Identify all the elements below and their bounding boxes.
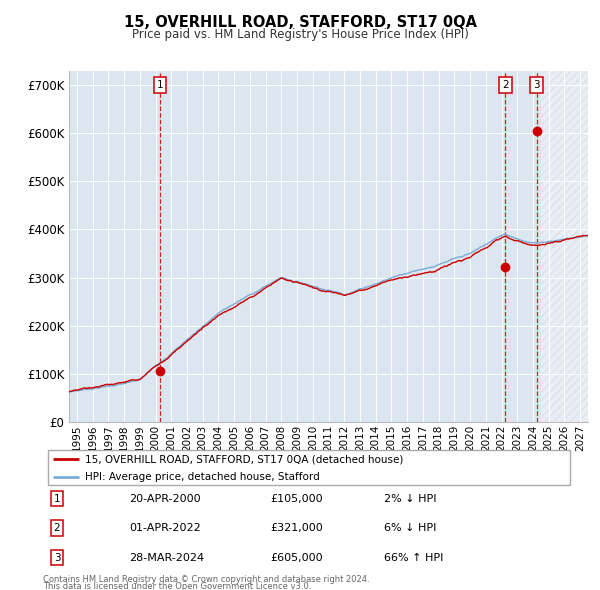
Text: 01-APR-2022: 01-APR-2022 — [129, 523, 201, 533]
Text: 15, OVERHILL ROAD, STAFFORD, ST17 0QA: 15, OVERHILL ROAD, STAFFORD, ST17 0QA — [124, 15, 476, 30]
Text: 66% ↑ HPI: 66% ↑ HPI — [384, 553, 443, 562]
Text: 15, OVERHILL ROAD, STAFFORD, ST17 0QA (detached house): 15, OVERHILL ROAD, STAFFORD, ST17 0QA (d… — [85, 454, 403, 464]
Bar — [541, 71, 588, 422]
Text: 1: 1 — [53, 494, 61, 503]
Text: 28-MAR-2024: 28-MAR-2024 — [129, 553, 204, 562]
Text: This data is licensed under the Open Government Licence v3.0.: This data is licensed under the Open Gov… — [43, 582, 311, 590]
Text: 20-APR-2000: 20-APR-2000 — [129, 494, 200, 503]
Text: £605,000: £605,000 — [270, 553, 323, 562]
Text: HPI: Average price, detached house, Stafford: HPI: Average price, detached house, Staf… — [85, 472, 319, 482]
Text: £321,000: £321,000 — [270, 523, 323, 533]
Text: Price paid vs. HM Land Registry's House Price Index (HPI): Price paid vs. HM Land Registry's House … — [131, 28, 469, 41]
Text: 6% ↓ HPI: 6% ↓ HPI — [384, 523, 436, 533]
Text: 2% ↓ HPI: 2% ↓ HPI — [384, 494, 437, 503]
Text: 3: 3 — [533, 80, 540, 90]
Text: Contains HM Land Registry data © Crown copyright and database right 2024.: Contains HM Land Registry data © Crown c… — [43, 575, 370, 584]
Text: 2: 2 — [502, 80, 509, 90]
Text: 2: 2 — [53, 523, 61, 533]
Text: 1: 1 — [157, 80, 164, 90]
FancyBboxPatch shape — [47, 450, 571, 485]
Text: £105,000: £105,000 — [270, 494, 323, 503]
Text: 3: 3 — [53, 553, 61, 562]
